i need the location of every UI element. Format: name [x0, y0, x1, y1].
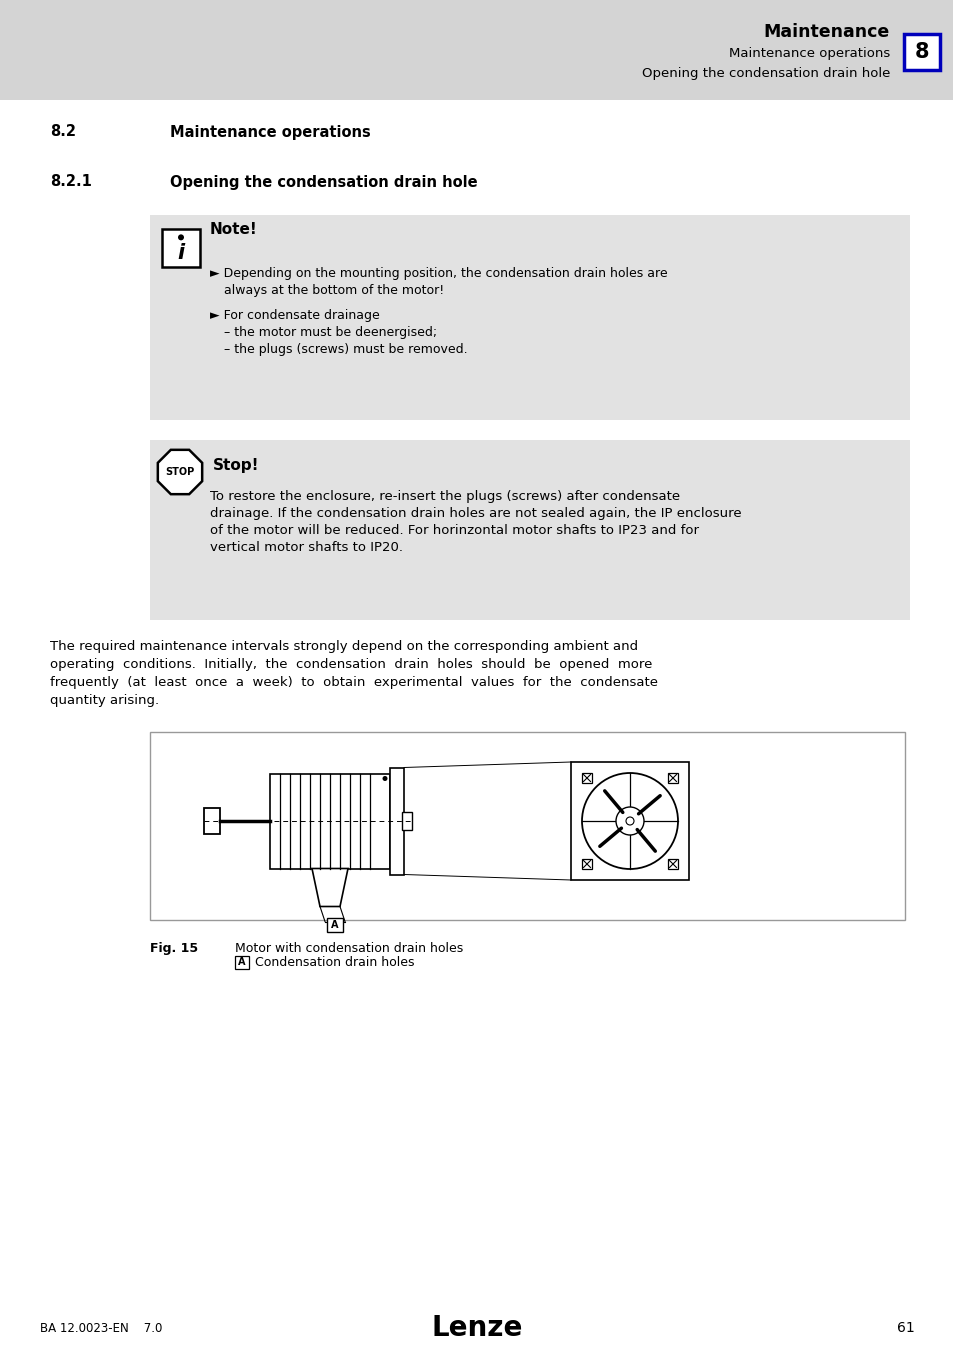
- Bar: [150, 732, 904, 919]
- Text: vertical motor shafts to IP20.: vertical motor shafts to IP20.: [210, 541, 402, 554]
- Bar: [581, 859, 592, 869]
- Bar: [571, 761, 688, 880]
- Circle shape: [382, 776, 387, 782]
- Circle shape: [625, 817, 634, 825]
- Bar: [234, 956, 249, 968]
- Polygon shape: [157, 450, 202, 494]
- Circle shape: [616, 807, 643, 836]
- Circle shape: [581, 774, 678, 869]
- Text: Stop!: Stop!: [213, 458, 259, 472]
- Text: Condensation drain holes: Condensation drain holes: [254, 956, 414, 968]
- Bar: [903, 34, 939, 70]
- Text: 8: 8: [914, 42, 928, 62]
- Circle shape: [178, 235, 184, 240]
- Text: Note!: Note!: [210, 221, 257, 236]
- Text: BA 12.0023-EN    7.0: BA 12.0023-EN 7.0: [40, 1322, 162, 1335]
- Bar: [327, 918, 343, 932]
- Bar: [270, 774, 390, 868]
- Text: Opening the condensation drain hole: Opening the condensation drain hole: [641, 68, 889, 81]
- Text: 8.2: 8.2: [50, 124, 76, 139]
- Text: A: A: [331, 919, 338, 930]
- Bar: [0, 0, 953, 100]
- Text: Fig. 15: Fig. 15: [150, 942, 198, 954]
- Text: Maintenance: Maintenance: [763, 23, 889, 40]
- Text: quantity arising.: quantity arising.: [50, 694, 159, 707]
- Text: STOP: STOP: [165, 467, 194, 477]
- Polygon shape: [312, 868, 348, 906]
- Bar: [150, 215, 909, 420]
- Bar: [390, 768, 403, 875]
- Bar: [162, 230, 200, 267]
- Text: i: i: [177, 243, 184, 262]
- Text: 61: 61: [897, 1322, 914, 1335]
- Text: The required maintenance intervals strongly depend on the corresponding ambient : The required maintenance intervals stron…: [50, 640, 638, 653]
- Bar: [667, 774, 678, 783]
- Text: Motor with condensation drain holes: Motor with condensation drain holes: [234, 942, 463, 954]
- Text: ► For condensate drainage: ► For condensate drainage: [210, 309, 379, 323]
- Text: always at the bottom of the motor!: always at the bottom of the motor!: [224, 284, 444, 297]
- Text: ► Depending on the mounting position, the condensation drain holes are: ► Depending on the mounting position, th…: [210, 267, 667, 279]
- Bar: [150, 440, 909, 620]
- Text: – the motor must be deenergised;: – the motor must be deenergised;: [224, 325, 436, 339]
- Bar: [204, 809, 220, 834]
- Bar: [401, 811, 412, 830]
- Text: frequently  (at  least  once  a  week)  to  obtain  experimental  values  for  t: frequently (at least once a week) to obt…: [50, 676, 658, 688]
- Text: of the motor will be reduced. For horinzontal motor shafts to IP23 and for: of the motor will be reduced. For horinz…: [210, 524, 699, 537]
- Text: – the plugs (screws) must be removed.: – the plugs (screws) must be removed.: [224, 343, 467, 356]
- Text: A: A: [238, 957, 246, 967]
- Bar: [581, 774, 592, 783]
- Text: Opening the condensation drain hole: Opening the condensation drain hole: [170, 174, 477, 189]
- Text: To restore the enclosure, re-insert the plugs (screws) after condensate: To restore the enclosure, re-insert the …: [210, 490, 679, 504]
- Text: Maintenance operations: Maintenance operations: [728, 47, 889, 61]
- Text: Lenze: Lenze: [431, 1314, 522, 1342]
- Text: operating  conditions.  Initially,  the  condensation  drain  holes  should  be : operating conditions. Initially, the con…: [50, 657, 652, 671]
- Bar: [667, 859, 678, 869]
- Text: 8.2.1: 8.2.1: [50, 174, 91, 189]
- Text: Maintenance operations: Maintenance operations: [170, 124, 371, 139]
- Text: drainage. If the condensation drain holes are not sealed again, the IP enclosure: drainage. If the condensation drain hole…: [210, 508, 740, 520]
